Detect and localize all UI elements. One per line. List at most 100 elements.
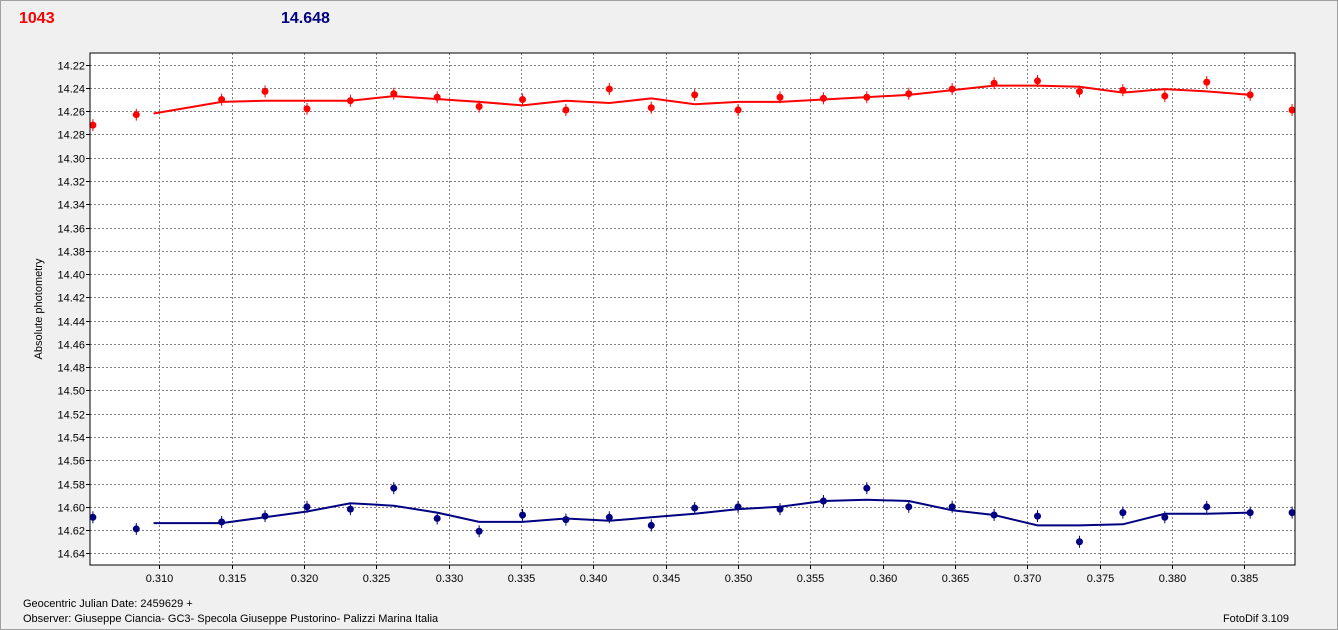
data-point (519, 96, 527, 104)
data-point (1119, 509, 1127, 517)
y-tick-label: 14.22 (57, 61, 85, 73)
y-tick-label: 14.34 (57, 200, 85, 212)
data-point (433, 514, 441, 522)
y-axis: 14.22 14.24 14.26 14.28 14.30 14.32 14.34 14.36… (57, 61, 90, 561)
series-2 (89, 482, 1296, 548)
data-point (261, 512, 269, 520)
y-tick-label: 14.56 (57, 456, 85, 468)
data-point (562, 106, 570, 114)
x-tick-label: 0.310 (146, 573, 174, 585)
y-tick-label: 14.38 (57, 247, 85, 259)
data-point (776, 93, 784, 101)
data-point (303, 503, 311, 511)
x-tick-label: 0.345 (653, 573, 681, 585)
data-point (1288, 509, 1296, 517)
y-tick-label: 14.40 (57, 270, 85, 282)
x-axis: 0.310 0.315 0.320 0.325 0.330 0.335 0.340 0.345… (146, 565, 1259, 585)
data-point (390, 90, 398, 98)
data-point (734, 106, 742, 114)
data-point (475, 103, 483, 111)
data-point (990, 511, 998, 519)
data-point (132, 525, 140, 533)
data-point (1075, 87, 1083, 95)
x-tick-label: 0.380 (1159, 573, 1187, 585)
data-point (863, 93, 871, 101)
x-tick-label: 0.320 (291, 573, 319, 585)
software-version-label: FotoDif 3.109 (1222, 613, 1289, 625)
series-1 (89, 74, 1296, 132)
plot-area (90, 53, 1295, 565)
y-tick-label: 14.50 (57, 386, 85, 398)
x-tick-label: 0.330 (436, 573, 464, 585)
x-tick-label: 0.385 (1231, 573, 1259, 585)
series-fit-line (153, 84, 1251, 115)
data-point (132, 111, 140, 119)
y-tick-label: 14.24 (57, 84, 85, 96)
y-tick-label: 14.58 (57, 480, 85, 492)
data-point (647, 521, 655, 529)
grid (90, 53, 1295, 565)
series-layer (89, 74, 1296, 548)
data-point (261, 87, 269, 95)
y-tick-label: 14.46 (57, 340, 85, 352)
x-tick-label: 0.315 (219, 573, 247, 585)
data-point (948, 85, 956, 93)
data-point (433, 93, 441, 101)
y-tick-label: 14.60 (57, 503, 85, 515)
data-point (1034, 512, 1042, 520)
y-tick-label: 14.36 (57, 224, 85, 236)
x-tick-label: 0.360 (870, 573, 898, 585)
y-tick-label: 14.54 (57, 433, 85, 445)
data-point (1246, 91, 1254, 99)
data-point (605, 513, 613, 521)
data-point (1246, 509, 1254, 517)
data-point (990, 79, 998, 87)
x-tick-label: 0.335 (508, 573, 536, 585)
data-point (390, 484, 398, 492)
data-point (562, 516, 570, 524)
data-point (776, 505, 784, 513)
data-point (1034, 77, 1042, 85)
data-point (691, 91, 699, 99)
y-tick-label: 14.26 (57, 107, 85, 119)
data-point (605, 85, 613, 93)
header-left-value: 1043 (19, 10, 55, 27)
data-point (346, 97, 354, 105)
data-point (1075, 538, 1083, 546)
y-tick-label: 14.28 (57, 130, 85, 142)
data-point (905, 503, 913, 511)
y-tick-label: 14.42 (57, 293, 85, 305)
data-point (647, 104, 655, 112)
data-point (346, 505, 354, 513)
data-point (734, 503, 742, 511)
x-tick-label: 0.350 (725, 573, 753, 585)
header-right-value: 14.648 (281, 10, 330, 27)
data-point (819, 497, 827, 505)
data-point (691, 504, 699, 512)
x-tick-label: 0.375 (1087, 573, 1115, 585)
x-tick-label: 0.355 (797, 573, 825, 585)
y-tick-label: 14.64 (57, 549, 85, 561)
data-point (1288, 106, 1296, 114)
data-point (1161, 92, 1169, 100)
data-point (1203, 78, 1211, 86)
y-tick-label: 14.44 (57, 317, 85, 329)
data-point (863, 484, 871, 492)
y-tick-label: 14.32 (57, 177, 85, 189)
data-point (1161, 513, 1169, 521)
y-tick-label: 14.48 (57, 363, 85, 375)
data-point (218, 96, 226, 104)
plot-border (89, 52, 1296, 566)
y-tick-label: 14.30 (57, 154, 85, 166)
x-tick-label: 0.365 (942, 573, 970, 585)
observer-label: Observer: Giuseppe Ciancia- GC3- Specola… (23, 613, 439, 625)
data-point (819, 94, 827, 102)
x-tick-label: 0.325 (363, 573, 391, 585)
data-point (1119, 86, 1127, 94)
data-point (948, 503, 956, 511)
y-tick-label: 14.62 (57, 526, 85, 538)
data-point (303, 105, 311, 113)
data-point (89, 513, 97, 521)
